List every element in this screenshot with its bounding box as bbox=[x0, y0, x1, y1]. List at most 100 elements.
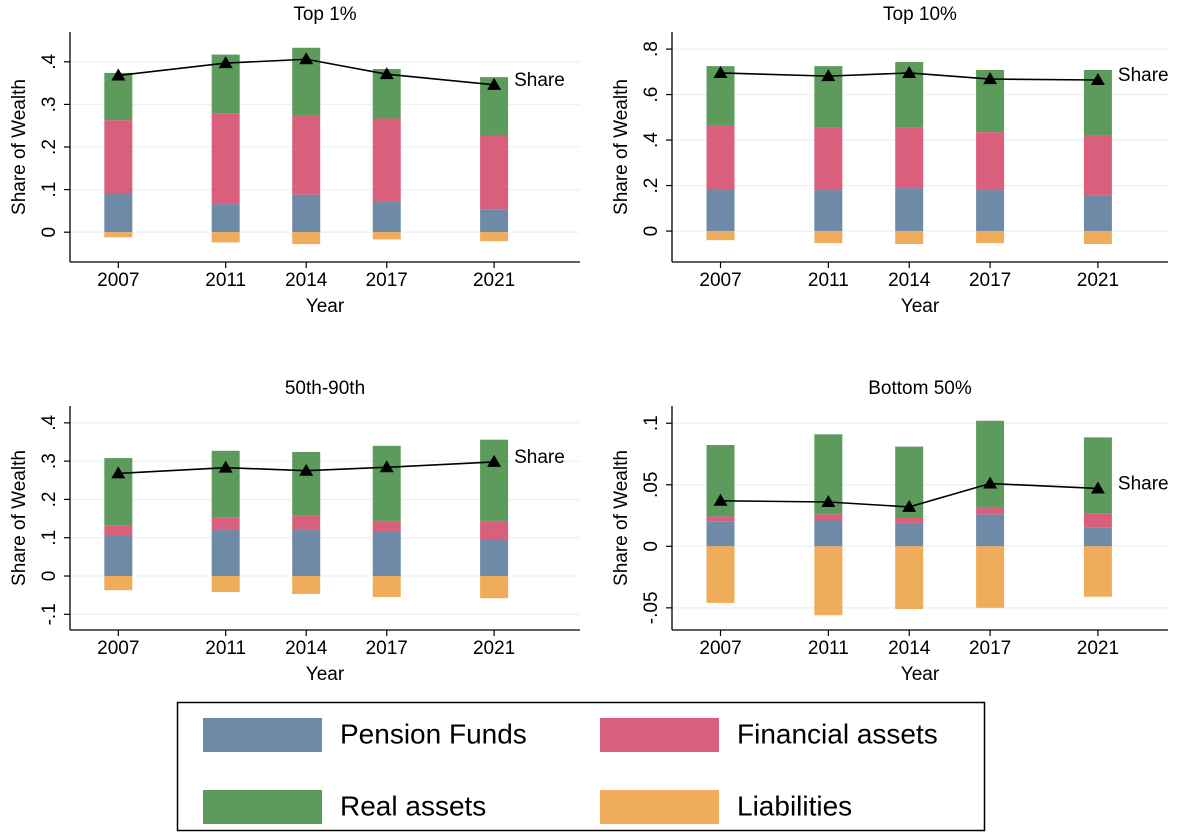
bar-segment bbox=[372, 520, 401, 532]
bar-segment bbox=[292, 194, 321, 233]
legend-swatch bbox=[203, 790, 322, 824]
x-tick-label: 2017 bbox=[969, 270, 1011, 291]
y-tick-label: .1 bbox=[641, 415, 662, 431]
series-label: Share bbox=[514, 70, 565, 91]
x-axis-label: Year bbox=[901, 296, 940, 317]
share-marker bbox=[713, 493, 728, 506]
bar-segment bbox=[895, 231, 924, 245]
bar-segment bbox=[814, 514, 843, 521]
x-tick-label: 2011 bbox=[205, 638, 246, 659]
bar-segment bbox=[480, 520, 509, 541]
bar-segment bbox=[211, 576, 240, 593]
bar-segment bbox=[480, 540, 509, 577]
y-tick-label: 0 bbox=[39, 227, 60, 238]
bar-segment bbox=[1083, 231, 1112, 245]
y-tick-label: 0 bbox=[641, 541, 662, 552]
bar-segment bbox=[814, 546, 843, 616]
bar-segment bbox=[895, 546, 924, 610]
y-tick-label: .3 bbox=[39, 96, 60, 112]
x-tick-label: 2011 bbox=[205, 270, 246, 291]
bar-segment bbox=[976, 546, 1005, 608]
x-tick-label: 2017 bbox=[366, 638, 408, 659]
x-tick-label: 2014 bbox=[888, 270, 931, 291]
series-label: Share bbox=[1118, 473, 1169, 494]
bar-segment bbox=[104, 576, 133, 591]
bar-segment bbox=[211, 204, 240, 233]
share-marker bbox=[218, 56, 233, 69]
legend-label: Liabilities bbox=[737, 790, 852, 821]
bar-segment bbox=[706, 188, 735, 232]
bar-segment bbox=[895, 522, 924, 547]
bar-segment bbox=[814, 520, 843, 547]
bar-segment bbox=[104, 72, 133, 121]
share-marker bbox=[1090, 481, 1105, 494]
share-marker bbox=[487, 77, 502, 90]
bar-segment bbox=[372, 118, 401, 202]
bar-segment bbox=[480, 135, 509, 210]
share-marker bbox=[299, 463, 314, 476]
bar-segment bbox=[976, 132, 1005, 191]
x-tick-label: 2011 bbox=[808, 638, 849, 659]
x-tick-label: 2014 bbox=[285, 270, 328, 291]
series-label: Share bbox=[1118, 65, 1169, 86]
legend-label: Pension Funds bbox=[340, 718, 527, 749]
bar-segment bbox=[480, 439, 509, 521]
bar-segment bbox=[895, 518, 924, 523]
x-axis-label: Year bbox=[306, 296, 345, 317]
bar-segment bbox=[1083, 546, 1112, 597]
y-tick-label: .8 bbox=[641, 41, 662, 57]
share-marker bbox=[379, 67, 394, 80]
share-marker bbox=[1090, 73, 1105, 86]
y-tick-label: .2 bbox=[39, 491, 60, 507]
y-tick-label: .3 bbox=[39, 453, 60, 469]
x-tick-label: 2014 bbox=[285, 638, 328, 659]
bar-segment bbox=[372, 576, 401, 598]
bar-segment bbox=[292, 232, 321, 245]
bar-segment bbox=[104, 232, 133, 238]
bar-segment bbox=[104, 193, 133, 233]
y-tick-label: 0 bbox=[39, 571, 60, 582]
bar-segment bbox=[706, 521, 735, 547]
bar-segment bbox=[372, 445, 401, 521]
share-marker bbox=[299, 52, 314, 65]
bar-segment bbox=[104, 525, 133, 536]
bar-segment bbox=[211, 113, 240, 205]
bar-segment bbox=[480, 232, 509, 242]
share-marker bbox=[821, 69, 836, 82]
x-tick-label: 2007 bbox=[97, 638, 139, 659]
x-tick-label: 2021 bbox=[473, 270, 515, 291]
bar-segment bbox=[976, 420, 1005, 507]
bar-segment bbox=[976, 506, 1005, 515]
share-marker bbox=[111, 68, 126, 81]
share-marker bbox=[821, 495, 836, 507]
x-tick-label: 2014 bbox=[888, 638, 931, 659]
chart-title: 50th-90th bbox=[285, 378, 365, 399]
legend-label: Real assets bbox=[340, 790, 486, 821]
bar-segment bbox=[814, 127, 843, 191]
bar-segment bbox=[104, 120, 133, 193]
bar-segment bbox=[976, 514, 1005, 547]
share-marker bbox=[713, 65, 728, 78]
share-marker bbox=[902, 499, 917, 512]
bar-segment bbox=[1083, 195, 1112, 232]
y-tick-label: -.1 bbox=[39, 603, 60, 625]
share-marker bbox=[218, 460, 233, 473]
legend-swatch bbox=[203, 718, 322, 752]
x-tick-label: 2021 bbox=[1077, 270, 1119, 291]
bar-segment bbox=[292, 530, 321, 577]
bar-segment bbox=[372, 232, 401, 240]
bar-segment bbox=[976, 231, 1005, 244]
y-tick-label: .2 bbox=[39, 139, 60, 155]
legend-swatch bbox=[600, 790, 719, 824]
bar-segment bbox=[1083, 135, 1112, 196]
chart-title: Top 10% bbox=[883, 4, 957, 25]
y-tick-label: .05 bbox=[641, 472, 662, 498]
bar-segment bbox=[814, 190, 843, 232]
bar-segment bbox=[706, 231, 735, 241]
legend-swatch bbox=[600, 718, 719, 752]
share-marker bbox=[983, 476, 998, 489]
bar-segment bbox=[480, 576, 509, 599]
bar-segment bbox=[372, 531, 401, 577]
x-tick-label: 2017 bbox=[366, 270, 408, 291]
x-tick-label: 2021 bbox=[1077, 638, 1119, 659]
